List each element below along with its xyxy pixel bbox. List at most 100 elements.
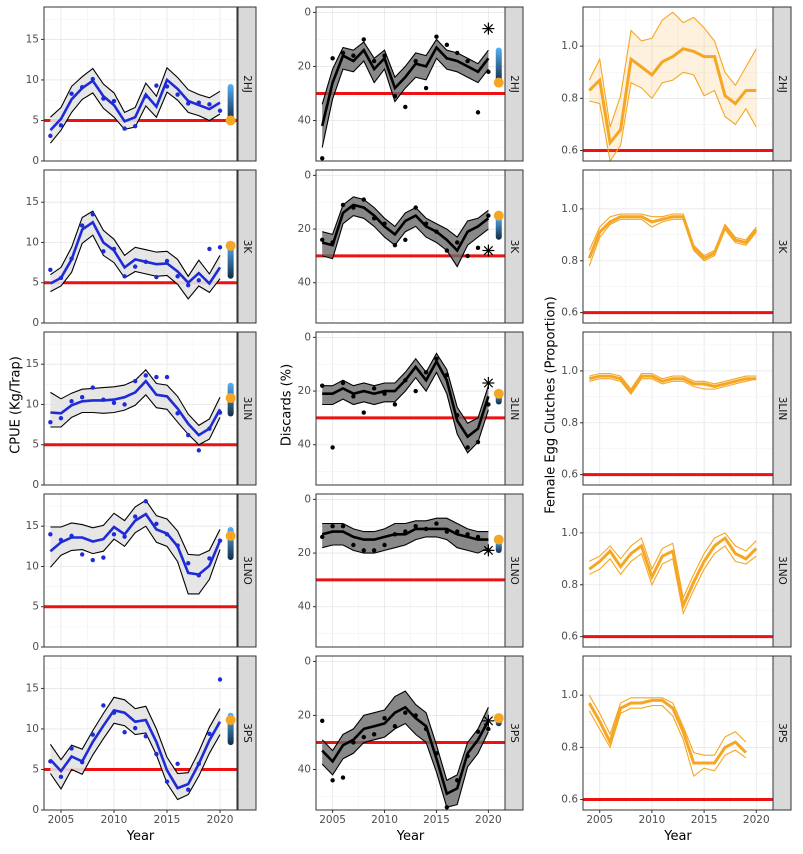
data-point xyxy=(444,248,450,253)
data-point xyxy=(122,402,127,407)
data-point xyxy=(340,380,346,386)
data-point xyxy=(175,761,180,766)
data-point xyxy=(382,53,387,58)
panel-female-egg-clutches-3ps: 3PS 0.6 0.8 1.0 2005 2010 2015 2020 xyxy=(561,655,792,826)
data-point xyxy=(207,731,212,737)
y-tick-label: 5 xyxy=(32,439,39,451)
reference-star-marker xyxy=(482,244,495,257)
y-tick-label: 0.6 xyxy=(561,145,578,157)
x-tick-label: 2005 xyxy=(48,814,75,826)
panel-border xyxy=(43,6,238,162)
strip-label: 3LIN xyxy=(776,397,788,420)
strip-background xyxy=(504,331,524,486)
panel-border xyxy=(43,655,238,811)
data-point xyxy=(164,779,170,784)
data-point xyxy=(382,542,387,548)
mean-line xyxy=(587,698,747,765)
confidence-band xyxy=(322,691,489,808)
data-point xyxy=(486,402,491,407)
star-stroke xyxy=(483,245,494,256)
data-point xyxy=(320,718,325,724)
band-lower-line xyxy=(588,705,747,778)
y-tick-label: 0.6 xyxy=(561,307,578,319)
data-point xyxy=(475,729,481,734)
strip-label: 3K xyxy=(508,240,520,255)
data-point xyxy=(340,202,346,208)
projection-range-bar xyxy=(227,242,234,279)
strip-label: 3LIN xyxy=(241,397,253,420)
band-lower-line xyxy=(49,722,221,801)
band-upper-line xyxy=(50,210,221,278)
data-point xyxy=(423,370,429,375)
band-upper-line xyxy=(322,536,489,554)
y-tick-label: 20 xyxy=(298,60,311,72)
data-point xyxy=(351,53,356,58)
data-point xyxy=(434,521,439,526)
strip-background xyxy=(504,6,524,162)
y-tick-label: 0.8 xyxy=(561,741,578,753)
band-lower-line xyxy=(322,517,489,533)
data-point xyxy=(392,402,398,407)
data-point xyxy=(444,42,450,48)
data-point xyxy=(207,426,212,431)
data-point xyxy=(111,710,117,715)
strip-label: 2HJ xyxy=(776,75,788,93)
y-tick-label: 0.8 xyxy=(561,417,578,429)
data-point xyxy=(90,732,95,737)
data-point xyxy=(320,156,325,161)
x-tick-label: 2010 xyxy=(371,814,398,826)
panel-discards-3lno: 3LNO 0 20 40 xyxy=(298,493,524,648)
y-tick-label: 40 xyxy=(298,439,311,451)
strip-background xyxy=(237,169,257,324)
data-point xyxy=(196,448,202,453)
data-point xyxy=(455,50,460,56)
strip-background xyxy=(772,655,792,811)
data-point xyxy=(122,126,127,131)
panel-border xyxy=(43,169,238,324)
projection-range-bar xyxy=(495,47,502,83)
data-point xyxy=(413,524,418,529)
data-point xyxy=(186,432,191,438)
data-point xyxy=(320,534,325,540)
mean-line xyxy=(49,220,222,286)
x-tick-label: 2015 xyxy=(423,814,450,826)
y-tick-label: 20 xyxy=(298,709,311,721)
y-tick-label: 10 xyxy=(26,560,39,572)
projection-point xyxy=(225,715,236,726)
data-point xyxy=(79,552,85,557)
data-point xyxy=(434,229,439,234)
data-point xyxy=(207,246,212,252)
star-stroke xyxy=(483,716,494,726)
data-point xyxy=(382,221,387,226)
data-point xyxy=(340,775,346,780)
data-point xyxy=(351,394,356,399)
data-point xyxy=(330,56,335,61)
panel-discards-2hj: 2HJ 0 20 40 xyxy=(298,6,524,162)
data-point xyxy=(423,526,429,532)
projection-point xyxy=(225,393,236,404)
data-point xyxy=(79,395,85,400)
data-point xyxy=(371,732,377,737)
data-point xyxy=(455,778,460,783)
data-point xyxy=(69,533,74,539)
strip-label: 2HJ xyxy=(241,75,253,93)
y-tick-label: 15 xyxy=(26,196,39,208)
band-lower-line xyxy=(322,352,489,425)
x-axis-label: Year xyxy=(396,829,425,844)
x-tick-label: 2020 xyxy=(743,814,770,826)
data-point xyxy=(132,264,138,269)
data-point xyxy=(175,543,180,548)
data-point xyxy=(207,102,212,107)
x-tick-label: 2015 xyxy=(154,814,181,826)
data-point xyxy=(58,275,64,281)
projection-point xyxy=(493,713,504,724)
mean-line xyxy=(320,45,490,127)
x-tick-label: 2020 xyxy=(475,814,502,826)
data-point xyxy=(465,445,470,450)
strip-label: 3PS xyxy=(241,723,253,743)
data-point xyxy=(217,677,223,682)
data-point xyxy=(143,499,149,504)
data-point xyxy=(444,529,450,534)
data-point xyxy=(361,197,366,202)
